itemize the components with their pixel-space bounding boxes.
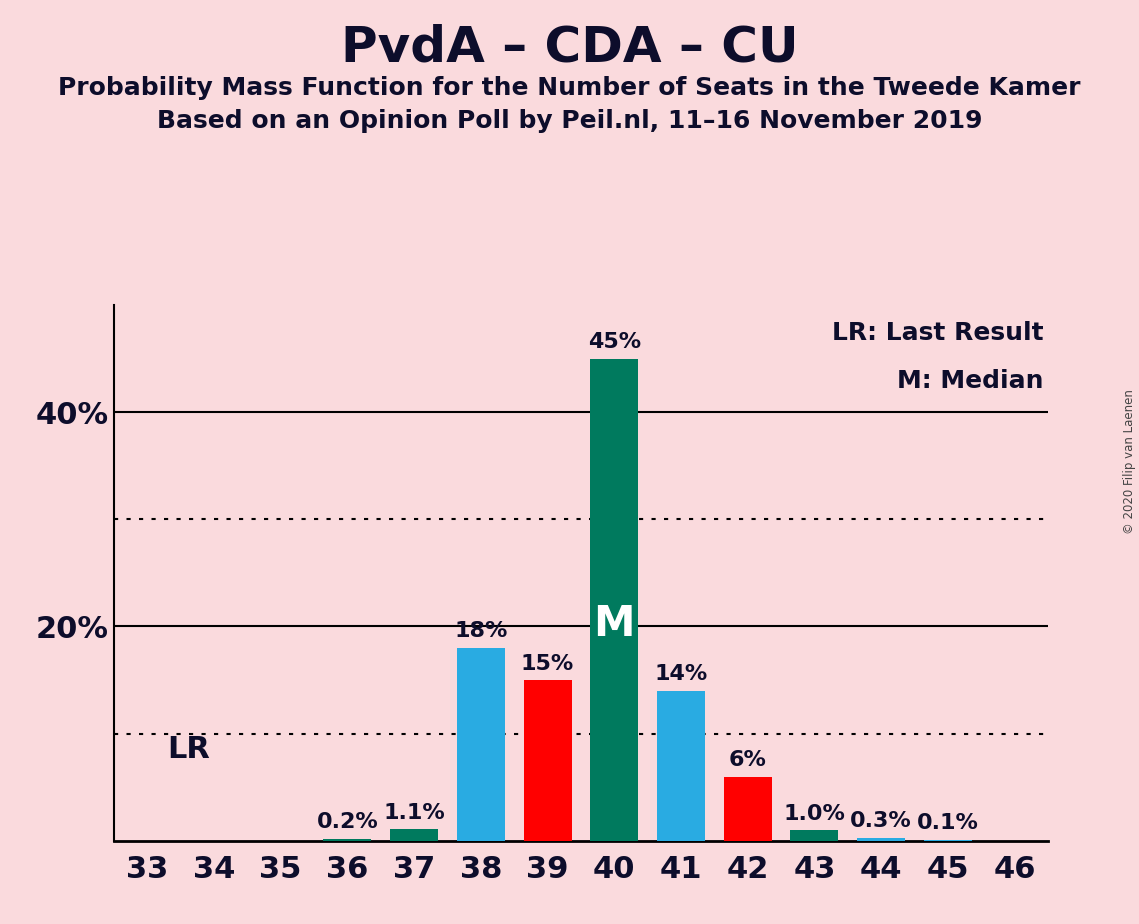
Bar — [657, 691, 705, 841]
Bar — [524, 680, 572, 841]
Text: 0.3%: 0.3% — [850, 811, 912, 832]
Text: LR: LR — [167, 736, 210, 764]
Text: 14%: 14% — [654, 664, 707, 685]
Text: © 2020 Filip van Laenen: © 2020 Filip van Laenen — [1123, 390, 1137, 534]
Bar — [457, 648, 505, 841]
Bar — [390, 829, 439, 841]
Text: PvdA – CDA – CU: PvdA – CDA – CU — [341, 23, 798, 71]
Text: 1.0%: 1.0% — [784, 804, 845, 823]
Text: M: M — [593, 602, 636, 645]
Bar — [590, 359, 638, 841]
Text: 0.2%: 0.2% — [317, 812, 378, 833]
Bar — [924, 840, 972, 841]
Bar — [790, 830, 838, 841]
Text: M: Median: M: Median — [896, 370, 1043, 394]
Bar — [323, 839, 371, 841]
Text: 6%: 6% — [729, 750, 767, 770]
Text: 15%: 15% — [521, 653, 574, 674]
Text: 0.1%: 0.1% — [917, 813, 978, 833]
Text: 45%: 45% — [588, 332, 641, 352]
Bar — [857, 838, 906, 841]
Text: Probability Mass Function for the Number of Seats in the Tweede Kamer: Probability Mass Function for the Number… — [58, 76, 1081, 100]
Text: Based on an Opinion Poll by Peil.nl, 11–16 November 2019: Based on an Opinion Poll by Peil.nl, 11–… — [157, 109, 982, 133]
Text: 18%: 18% — [454, 622, 508, 641]
Bar — [723, 776, 772, 841]
Text: 1.1%: 1.1% — [383, 803, 445, 822]
Text: LR: Last Result: LR: Last Result — [831, 321, 1043, 345]
